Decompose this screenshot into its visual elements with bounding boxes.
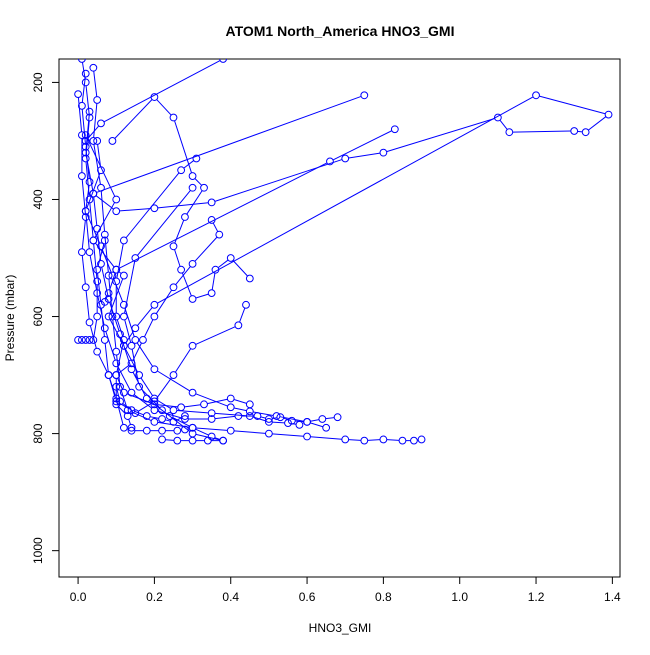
series-line-segment (165, 440, 173, 441)
x-tick-label: 1.0 (451, 590, 468, 604)
x-tick-label: 0.8 (375, 590, 392, 604)
y-tick-label: 800 (31, 423, 45, 443)
y-tick-label: 600 (31, 306, 45, 326)
x-tick-label: 0.6 (299, 590, 316, 604)
y-tick-label: 200 (31, 72, 45, 92)
x-tick-label: 0.2 (146, 590, 163, 604)
y-tick-label: 1000 (31, 537, 45, 564)
x-axis-title: HNO3_GMI (309, 621, 372, 635)
y-axis-title: Pressure (mbar) (3, 275, 17, 362)
chart-title: ATOM1 North_America HNO3_GMI (226, 23, 455, 39)
x-tick-label: 1.2 (528, 590, 545, 604)
y-tick-label: 400 (31, 189, 45, 209)
x-tick-label: 0.0 (70, 590, 87, 604)
x-tick-label: 1.4 (604, 590, 621, 604)
x-tick-label: 0.4 (222, 590, 239, 604)
